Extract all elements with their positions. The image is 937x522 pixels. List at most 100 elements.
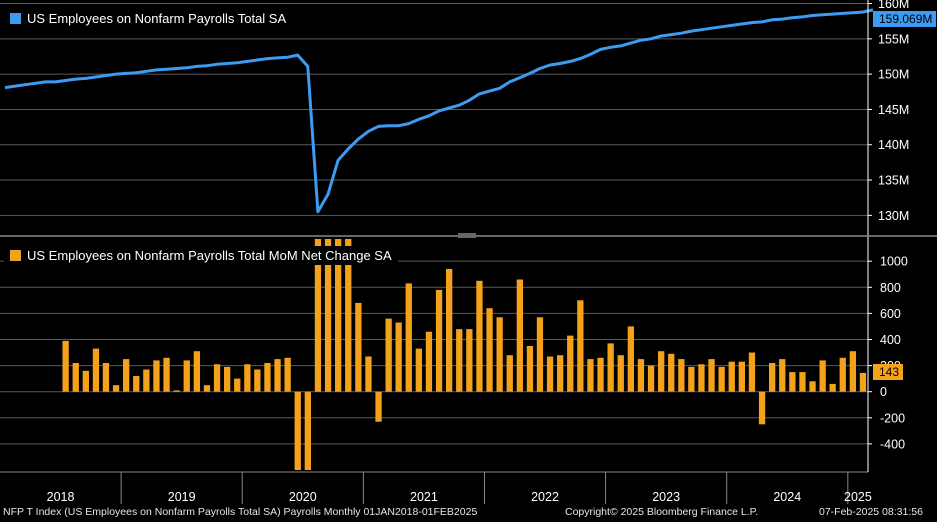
footer-timestamp: 07-Feb-2025 08:31:56 <box>819 506 923 518</box>
bottom-tick-label: 0 <box>880 385 887 399</box>
change-bar <box>133 376 140 392</box>
bottom-panel-y-axis: -400-20002004006008001000 <box>868 255 908 451</box>
change-bar <box>102 363 110 392</box>
change-bar <box>435 289 443 392</box>
change-bar <box>476 280 483 392</box>
panel-frames <box>0 0 937 472</box>
change-bar <box>526 346 534 392</box>
payrolls-line <box>4 8 874 214</box>
change-bar <box>213 364 221 392</box>
change-bar <box>72 363 79 392</box>
bottom-legend-label: US Employees on Nonfarm Payrolls Total M… <box>27 248 392 263</box>
change-bar <box>284 357 291 392</box>
change-bar <box>718 366 725 392</box>
change-bar <box>82 370 89 392</box>
change-bar <box>466 329 473 392</box>
x-year-label: 2025 <box>844 490 872 504</box>
top-tick-label: 150M <box>878 68 909 82</box>
change-bar <box>627 326 634 392</box>
x-year-label: 2019 <box>168 490 196 504</box>
change-bar <box>506 355 513 392</box>
x-year-label: 2024 <box>773 490 801 504</box>
top-tick-label: 135M <box>878 174 909 188</box>
change-bar <box>688 366 695 392</box>
change-bar <box>375 391 382 422</box>
change-bar <box>708 359 715 392</box>
top-legend: US Employees on Nonfarm Payrolls Total S… <box>4 9 293 28</box>
change-bar <box>123 359 130 392</box>
change-bar <box>456 329 463 392</box>
change-bar <box>678 359 685 392</box>
change-bar <box>728 361 735 392</box>
x-year-label: 2021 <box>410 490 438 504</box>
top-tick-label: 130M <box>878 209 909 223</box>
change-bar <box>365 356 372 392</box>
panel-resize-handle[interactable] <box>458 233 476 238</box>
change-bar <box>779 359 786 392</box>
top-legend-label: US Employees on Nonfarm Payrolls Total S… <box>27 11 287 26</box>
change-bar <box>546 356 554 392</box>
bottom-tick-label: 600 <box>880 307 901 321</box>
change-bar <box>193 351 200 392</box>
change-bar <box>62 340 69 392</box>
bottom-panel-grid <box>0 260 868 445</box>
change-bar <box>143 369 150 392</box>
change-bar <box>264 363 271 392</box>
change-bar <box>748 352 756 392</box>
change-bar <box>829 383 836 392</box>
change-bar <box>314 239 322 392</box>
bottom-tick-label: 400 <box>880 333 901 347</box>
top-tick-label: 140M <box>878 138 909 152</box>
top-tick-label: 155M <box>878 32 909 46</box>
change-bar <box>647 365 655 392</box>
change-bar <box>617 355 624 392</box>
x-axis: 2018 2019 2020 2021 2022 2023 2024 2025 <box>0 471 872 504</box>
change-bar <box>597 357 604 392</box>
change-bar <box>355 302 362 392</box>
top-panel-y-axis: 130M 135M 140M 145M 150M 155M 160M <box>868 0 909 223</box>
change-bar <box>738 361 745 392</box>
change-bar <box>446 269 453 392</box>
change-bar <box>496 317 503 392</box>
bottom-last-value-tag: 143 <box>873 364 904 380</box>
bottom-legend: US Employees on Nonfarm Payrolls Total M… <box>4 246 398 265</box>
bottom-tick-label: -400 <box>880 437 905 451</box>
change-bar <box>849 351 856 392</box>
change-bar <box>637 359 645 392</box>
change-bar <box>819 360 826 392</box>
change-bar <box>324 239 332 392</box>
change-bar <box>304 391 311 470</box>
change-bar <box>789 372 796 392</box>
change-bar <box>385 318 392 392</box>
change-bar <box>567 335 574 392</box>
bottom-legend-swatch <box>10 250 21 261</box>
bottom-tick-label: -200 <box>880 411 905 425</box>
change-bar <box>173 390 180 392</box>
change-bar <box>415 348 422 392</box>
change-bar <box>607 343 614 392</box>
change-bar <box>244 364 251 392</box>
change-bar <box>163 357 170 392</box>
change-bar <box>769 363 776 392</box>
change-bar <box>234 378 241 392</box>
top-legend-swatch <box>10 13 21 24</box>
top-tick-label: 160M <box>878 0 909 11</box>
change-bar <box>799 372 806 392</box>
change-bar <box>859 373 867 392</box>
change-bar <box>183 360 190 392</box>
change-bar <box>92 348 100 392</box>
footer-series-info: NFP T Index (US Employees on Nonfarm Pay… <box>3 506 478 518</box>
change-bar <box>335 239 342 392</box>
change-bar <box>809 381 816 392</box>
change-bar <box>405 283 412 392</box>
top-last-value-tag: 159.069M <box>873 11 937 27</box>
change-bar <box>203 385 211 392</box>
bottom-tick-label: 800 <box>880 281 901 295</box>
change-bar <box>668 353 675 392</box>
change-bar <box>224 366 231 392</box>
bottom-tick-label: 1000 <box>880 255 908 269</box>
change-bar <box>486 308 493 392</box>
change-bar <box>345 239 352 392</box>
bottom-panel-series <box>62 239 867 470</box>
